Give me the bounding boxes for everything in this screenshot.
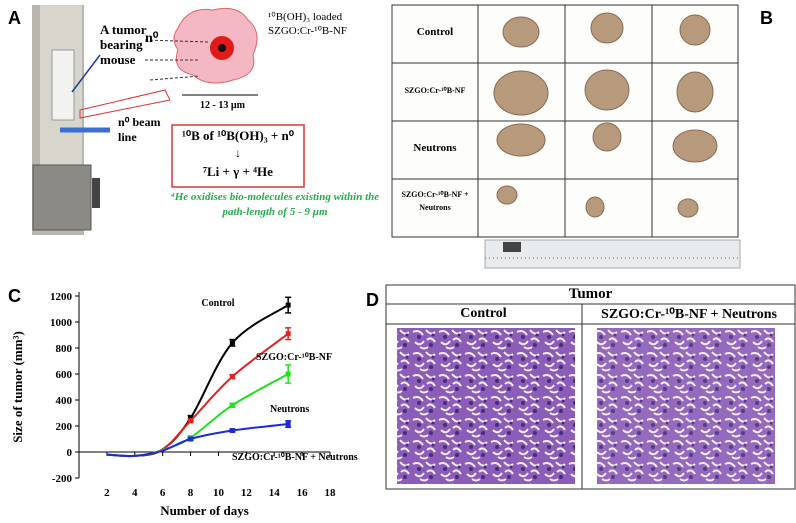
tumor xyxy=(677,198,699,218)
line xyxy=(106,373,289,458)
y-tick-label: 800 xyxy=(56,343,73,355)
beam-label: n⁰ beam line xyxy=(118,115,161,144)
tumor xyxy=(584,69,630,111)
y-tick-label: 1000 xyxy=(50,317,73,329)
panel-label: D xyxy=(366,290,379,310)
series-label: Neutrons xyxy=(270,404,309,415)
tumor xyxy=(676,71,714,113)
y-tick-label: 600 xyxy=(56,369,73,381)
x-tick-label: 16 xyxy=(297,487,309,499)
panel-label: A xyxy=(8,8,21,28)
tumor xyxy=(502,16,540,48)
y-tick-label: 200 xyxy=(56,421,73,433)
y-axis-label: Size of tumor (mm³) xyxy=(10,331,25,443)
marker xyxy=(188,436,194,442)
histology xyxy=(397,328,575,484)
mouse-holder xyxy=(51,49,75,121)
tumor xyxy=(493,70,549,116)
x-tick-label: 10 xyxy=(213,487,225,499)
x-tick-label: 14 xyxy=(269,487,281,499)
row-label: SZGO:Cr-¹⁰B-NF xyxy=(404,86,466,95)
pointer xyxy=(71,54,101,93)
size-label: 12 - 13 µm xyxy=(200,100,245,111)
zoom-cone xyxy=(79,89,171,119)
marker xyxy=(229,340,235,346)
reaction-line: ¹⁰B of ¹⁰B(OH)₃ + n⁰ xyxy=(181,128,295,143)
tumor xyxy=(585,196,605,218)
box xyxy=(32,164,92,231)
tumor xyxy=(496,185,518,205)
core-dot xyxy=(218,44,226,52)
x-axis-label: Number of days xyxy=(160,503,249,518)
tumor xyxy=(590,12,624,44)
series-label: Control xyxy=(201,298,234,309)
x-tick-label: 8 xyxy=(188,487,194,499)
tumor xyxy=(679,14,711,46)
chart: -200 0 200 400 600 800 1000 1200 2 4 6 8 10 12 14 16 18 N… xyxy=(10,291,358,518)
note: ⁴He oxidises bio-molecules existing with… xyxy=(170,191,380,218)
knob xyxy=(92,178,100,208)
neutron-path xyxy=(149,75,201,81)
column-header: Control xyxy=(460,306,507,321)
tumor xyxy=(592,122,622,152)
tumor xyxy=(496,123,546,157)
y-tick-label: 1200 xyxy=(50,291,73,303)
row-label: Neutrons xyxy=(413,142,457,154)
line xyxy=(106,423,289,458)
panel-d-art xyxy=(385,284,796,490)
y-tick-label: -200 xyxy=(52,473,73,485)
x-tick-label: 6 xyxy=(160,487,166,499)
marker xyxy=(229,428,235,434)
mouse-label: A tumor bearing mouse xyxy=(100,22,147,67)
x-tick-label: 4 xyxy=(132,487,138,499)
series-label: SZGO:Cr-¹⁰B-NF + Neutrons xyxy=(232,452,358,463)
ruler-tag xyxy=(503,242,521,252)
x-tick-label: 2 xyxy=(104,487,110,499)
tumor xyxy=(672,129,718,163)
panel-label: C xyxy=(8,286,21,306)
tumors xyxy=(493,12,718,218)
row-label: Control xyxy=(416,26,454,38)
column-header: SZGO:Cr-¹⁰B-NF + Neutrons xyxy=(601,307,777,322)
x-tick-label: 18 xyxy=(325,487,337,499)
row-label: SZGO:Cr-¹⁰B-NF + Neutrons xyxy=(401,190,469,212)
marker xyxy=(285,421,291,427)
panel-a-art xyxy=(32,5,305,235)
reaction-line: ⁷Li + γ + ⁴He xyxy=(203,164,273,179)
panel-b-art xyxy=(391,4,741,269)
marker xyxy=(285,371,291,377)
panel-label: B xyxy=(760,8,773,28)
reaction-box xyxy=(171,124,305,188)
histology xyxy=(597,328,775,484)
x-tick-label: 12 xyxy=(241,487,253,499)
neutron-path xyxy=(144,39,209,43)
marker xyxy=(285,331,291,337)
ruler xyxy=(484,239,741,269)
reaction-arrow: ↓ xyxy=(235,146,241,160)
panel-d-title: Tumor xyxy=(568,286,613,302)
y-tick-label: 0 xyxy=(67,447,73,459)
series-label: SZGO:Cr-¹⁰B-NF xyxy=(256,352,332,363)
marker xyxy=(285,302,291,308)
neutron-label: n⁰ xyxy=(145,31,159,46)
marker xyxy=(229,374,235,380)
marker xyxy=(229,402,235,408)
marker xyxy=(188,418,194,424)
particle-label: ¹⁰B(OH)₃ loaded SZGO:Cr-¹⁰B-NF xyxy=(268,11,347,37)
y-tick-label: 400 xyxy=(56,395,73,407)
